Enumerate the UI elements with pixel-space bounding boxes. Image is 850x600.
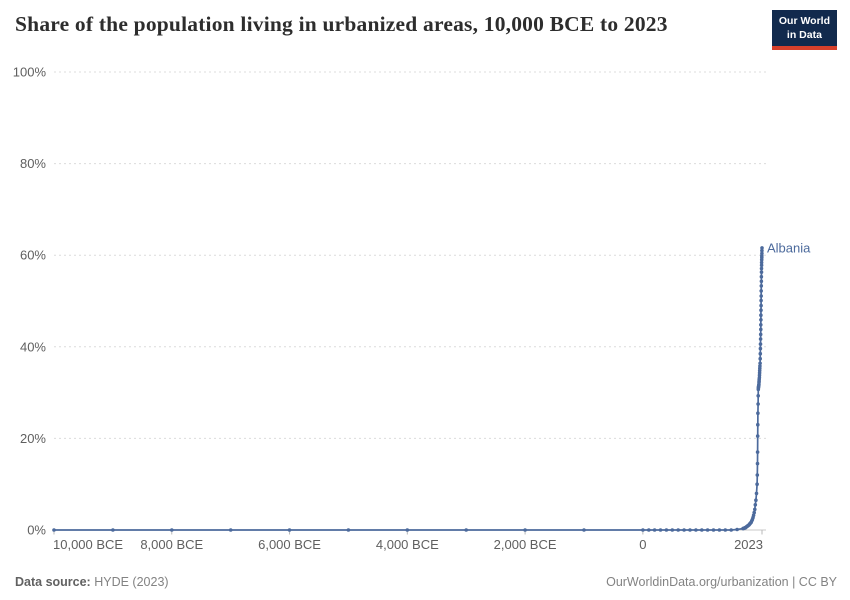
data-point-marker[interactable] (723, 528, 728, 532)
data-point-marker[interactable] (464, 528, 469, 532)
data-point-marker[interactable] (756, 394, 760, 398)
data-point-marker[interactable] (170, 528, 174, 532)
y-axis-tick-label: 100% (13, 65, 47, 80)
data-point-marker[interactable] (754, 498, 758, 503)
data-point-marker[interactable] (670, 528, 675, 532)
data-point-marker[interactable] (287, 528, 292, 532)
chart-footer: Data source: HYDE (2023) OurWorldinData.… (15, 575, 837, 589)
x-axis-tick-label: 8,000 BCE (140, 537, 203, 552)
data-point-marker[interactable] (760, 246, 764, 250)
data-point-marker[interactable] (755, 450, 760, 454)
data-point-marker[interactable] (405, 528, 410, 532)
data-point-marker[interactable] (760, 248, 764, 253)
x-axis-tick-label: 0 (639, 537, 646, 552)
owid-logo[interactable]: Our World in Data (771, 10, 837, 51)
data-point-marker[interactable] (228, 528, 233, 532)
data-point-marker[interactable] (582, 528, 586, 532)
data-point-marker[interactable] (729, 528, 733, 532)
x-axis-tick-label: 6,000 BCE (258, 537, 321, 552)
data-point-marker[interactable] (759, 284, 764, 288)
data-point-marker[interactable] (758, 364, 762, 368)
data-point-marker[interactable] (756, 422, 760, 427)
data-point-marker[interactable] (759, 270, 764, 274)
data-point-marker[interactable] (523, 528, 527, 532)
data-point-marker[interactable] (758, 346, 763, 351)
data-point-marker[interactable] (755, 482, 759, 487)
data-point-marker[interactable] (759, 294, 763, 298)
albania-line[interactable] (54, 247, 763, 531)
data-point-marker[interactable] (756, 402, 760, 406)
y-axis-tick-label: 20% (20, 431, 46, 446)
data-point-marker[interactable] (688, 528, 692, 532)
data-point-marker[interactable] (752, 510, 756, 515)
data-point-marker[interactable] (700, 528, 704, 532)
x-axis-tick-label: 4,000 BCE (376, 537, 439, 552)
x-axis-tick-label: 2023 (734, 537, 763, 552)
data-point-marker[interactable] (717, 528, 722, 532)
data-point-marker[interactable] (756, 411, 760, 416)
data-point-marker[interactable] (711, 528, 716, 532)
data-point-marker[interactable] (759, 327, 763, 332)
data-point-marker[interactable] (759, 308, 763, 313)
data-point-marker[interactable] (682, 528, 686, 532)
data-point-marker[interactable] (759, 279, 764, 284)
data-point-marker[interactable] (758, 332, 763, 337)
data-point-marker[interactable] (758, 351, 763, 356)
data-point-marker[interactable] (755, 461, 760, 466)
data-point-marker[interactable] (52, 528, 56, 532)
data-point-marker[interactable] (759, 323, 763, 327)
data-point-marker[interactable] (759, 298, 763, 303)
data-point-marker[interactable] (758, 361, 762, 366)
data-point-marker[interactable] (694, 528, 698, 532)
data-point-marker[interactable] (755, 434, 760, 438)
data-point-marker[interactable] (758, 337, 763, 341)
data-point-marker[interactable] (346, 528, 351, 532)
data-point-marker[interactable] (751, 513, 756, 518)
data-point-marker[interactable] (759, 260, 764, 265)
data-point-marker[interactable] (758, 342, 763, 346)
data-point-marker[interactable] (753, 503, 758, 507)
data-point-marker[interactable] (760, 251, 764, 256)
y-axis-tick-label: 40% (20, 339, 46, 354)
x-axis-tick-label: 2,000 BCE (494, 537, 557, 552)
data-point-marker[interactable] (735, 527, 739, 532)
data-point-marker[interactable] (759, 313, 763, 318)
logo-line-2: in Data (786, 28, 822, 41)
data-point-marker[interactable] (753, 507, 757, 512)
entity-label-albania[interactable]: Albania (767, 240, 811, 255)
data-point-marker[interactable] (758, 356, 762, 361)
data-point-marker[interactable] (652, 528, 657, 532)
data-source-label: Data source: (15, 575, 91, 589)
credit-line[interactable]: OurWorldinData.org/urbanization | CC BY (606, 575, 837, 589)
chart-title: Share of the population living in urbani… (15, 12, 668, 36)
y-axis-tick-label: 80% (20, 156, 46, 171)
data-point-marker[interactable] (759, 289, 763, 293)
data-source-value: HYDE (2023) (94, 575, 169, 589)
data-point-marker[interactable] (759, 266, 764, 271)
data-source: Data source: HYDE (2023) (15, 575, 169, 589)
data-point-marker[interactable] (664, 528, 669, 532)
data-point-marker[interactable] (759, 274, 764, 279)
data-point-marker[interactable] (759, 303, 763, 308)
data-point-marker[interactable] (676, 528, 680, 532)
data-point-marker[interactable] (754, 491, 759, 496)
data-point-marker[interactable] (705, 528, 710, 532)
logo-line-1: Our World (778, 15, 830, 27)
data-point-marker[interactable] (111, 528, 115, 532)
data-point-marker[interactable] (641, 528, 645, 532)
data-point-marker[interactable] (759, 318, 763, 322)
y-axis-tick-label: 60% (20, 248, 46, 263)
x-axis-tick-label: 10,000 BCE (53, 537, 123, 552)
data-point-marker[interactable] (658, 528, 663, 532)
data-point-marker[interactable] (755, 473, 760, 477)
data-point-marker[interactable] (647, 528, 651, 532)
y-axis-tick-label: 0% (27, 523, 46, 538)
data-point-marker[interactable] (759, 263, 764, 268)
